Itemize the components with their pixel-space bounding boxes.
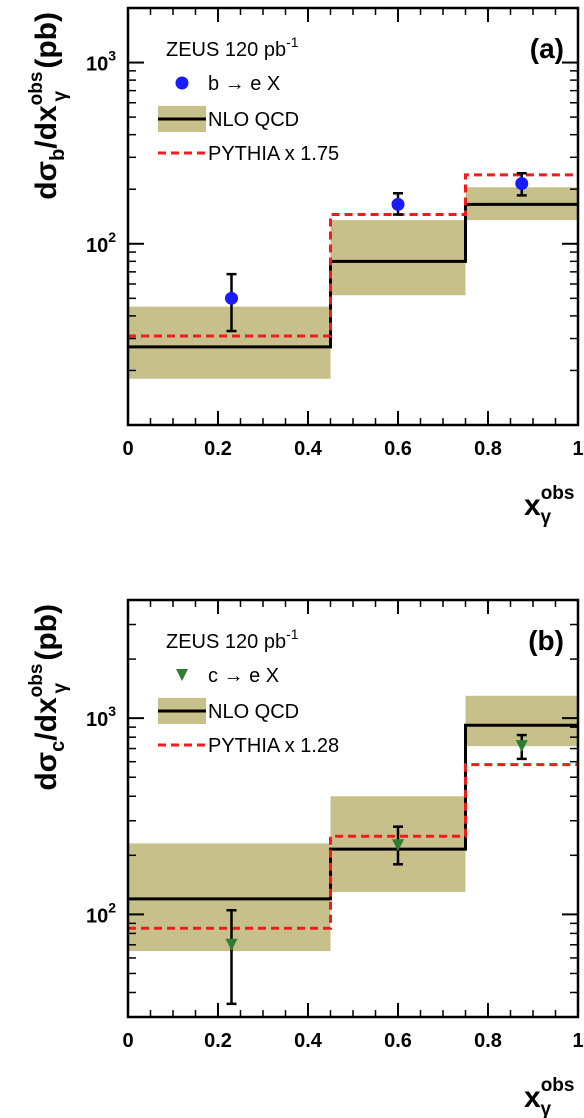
nlo-band-bin-1 [128,843,331,952]
y-title-unit: (pb) [30,604,63,669]
legend: ZEUS 120 pb-1 b → e X NLO QCD PYTHIA x 1.75 [158,34,339,165]
legend: ZEUS 120 pb-1 c → e X NLO QCD PYTHIA x 1.28 [158,626,339,757]
y-axis-title: dσc/dxobs γ (pb) [26,604,71,791]
y-title-sub: c [47,741,69,752]
x-tick-label: 1 [572,438,583,460]
legend-title-sup: -1 [286,34,299,50]
x-title-main: x [524,1081,541,1114]
y-tick-base: 10 [86,709,108,731]
y-tick-exponent: 3 [108,703,116,719]
legend-title: ZEUS 120 pb-1 [166,626,299,653]
y-tick-exponent: 2 [108,899,116,915]
x-tick-label: 0.6 [384,1030,412,1052]
y-tick-label: 102 [86,899,116,927]
y-title-main: dσ [30,161,63,200]
y-tick-label: 103 [86,48,116,76]
x-tick-label: 0.4 [294,1030,323,1052]
y-title-main: dσ [30,752,63,791]
x-title-sub: γ [540,507,551,528]
y-title-sub2: γ [50,683,71,694]
legend-entry-data: c → e X [208,665,279,687]
x-title-sup: obs [541,1075,575,1096]
nlo-band-bin-2 [330,220,466,296]
x-tick-label: 0 [122,1030,133,1052]
legend-entry-nlo: NLO QCD [208,701,299,723]
legend-marker-data [176,669,188,681]
y-title-sup: obs [26,72,47,106]
x-title-main: x [524,489,541,522]
x-tick-label: 0.2 [204,438,232,460]
y-tick-label: 103 [86,703,116,731]
x-axis-title: xobs γ [524,483,574,528]
panel-label: (b) [528,625,564,656]
data-point-2 [391,197,405,211]
x-tick-label: 0.8 [474,1030,502,1052]
y-tick-base: 10 [86,54,108,76]
y-tick-exponent: 3 [108,48,116,64]
y-title-mid: /dx [30,105,63,149]
x-title-sup: obs [541,483,575,504]
data-point-1 [225,938,238,951]
y-title-unit: (pb) [30,12,63,77]
legend-entry-pythia: PYTHIA x 1.28 [208,735,339,757]
x-tick-label: 0.2 [204,1030,232,1052]
legend-title-text: ZEUS 120 pb [166,39,286,61]
data-point-1 [225,291,238,305]
x-axis-title: xobs γ [524,1075,574,1118]
legend-title-sup: -1 [286,626,299,642]
legend-title: ZEUS 120 pb-1 [166,34,299,61]
y-axis-title: dσb/dxobs γ (pb) [26,12,71,200]
x-title-sub: γ [540,1099,551,1118]
y-title-sup: obs [26,664,47,698]
x-tick-label: 0.4 [294,438,323,460]
y-tick-base: 10 [86,235,108,257]
data-point-3 [515,740,528,753]
nlo-band-bin-1 [128,306,331,379]
x-tick-label: 0 [122,438,133,460]
legend-entry-nlo: NLO QCD [208,109,299,131]
legend-title-text: ZEUS 120 pb [166,631,286,653]
y-tick-label: 102 [86,229,116,257]
nlo-qcd-line [128,202,578,349]
data-point-2 [392,839,404,852]
y-title-sub: b [47,149,69,161]
x-tick-label: 0.8 [474,438,502,460]
x-tick-label: 1 [572,1030,583,1052]
y-title-sub2: γ [50,91,71,102]
legend-entry-data: b → e X [208,73,280,95]
data-point-3 [515,177,529,191]
panel-label: (a) [530,33,564,64]
y-tick-exponent: 2 [108,229,116,245]
x-tick-label: 0.6 [384,438,412,460]
legend-entry-pythia: PYTHIA x 1.75 [208,143,339,165]
y-tick-base: 10 [86,905,108,927]
legend-marker-data [175,76,189,90]
y-title-mid: /dx [30,697,63,741]
